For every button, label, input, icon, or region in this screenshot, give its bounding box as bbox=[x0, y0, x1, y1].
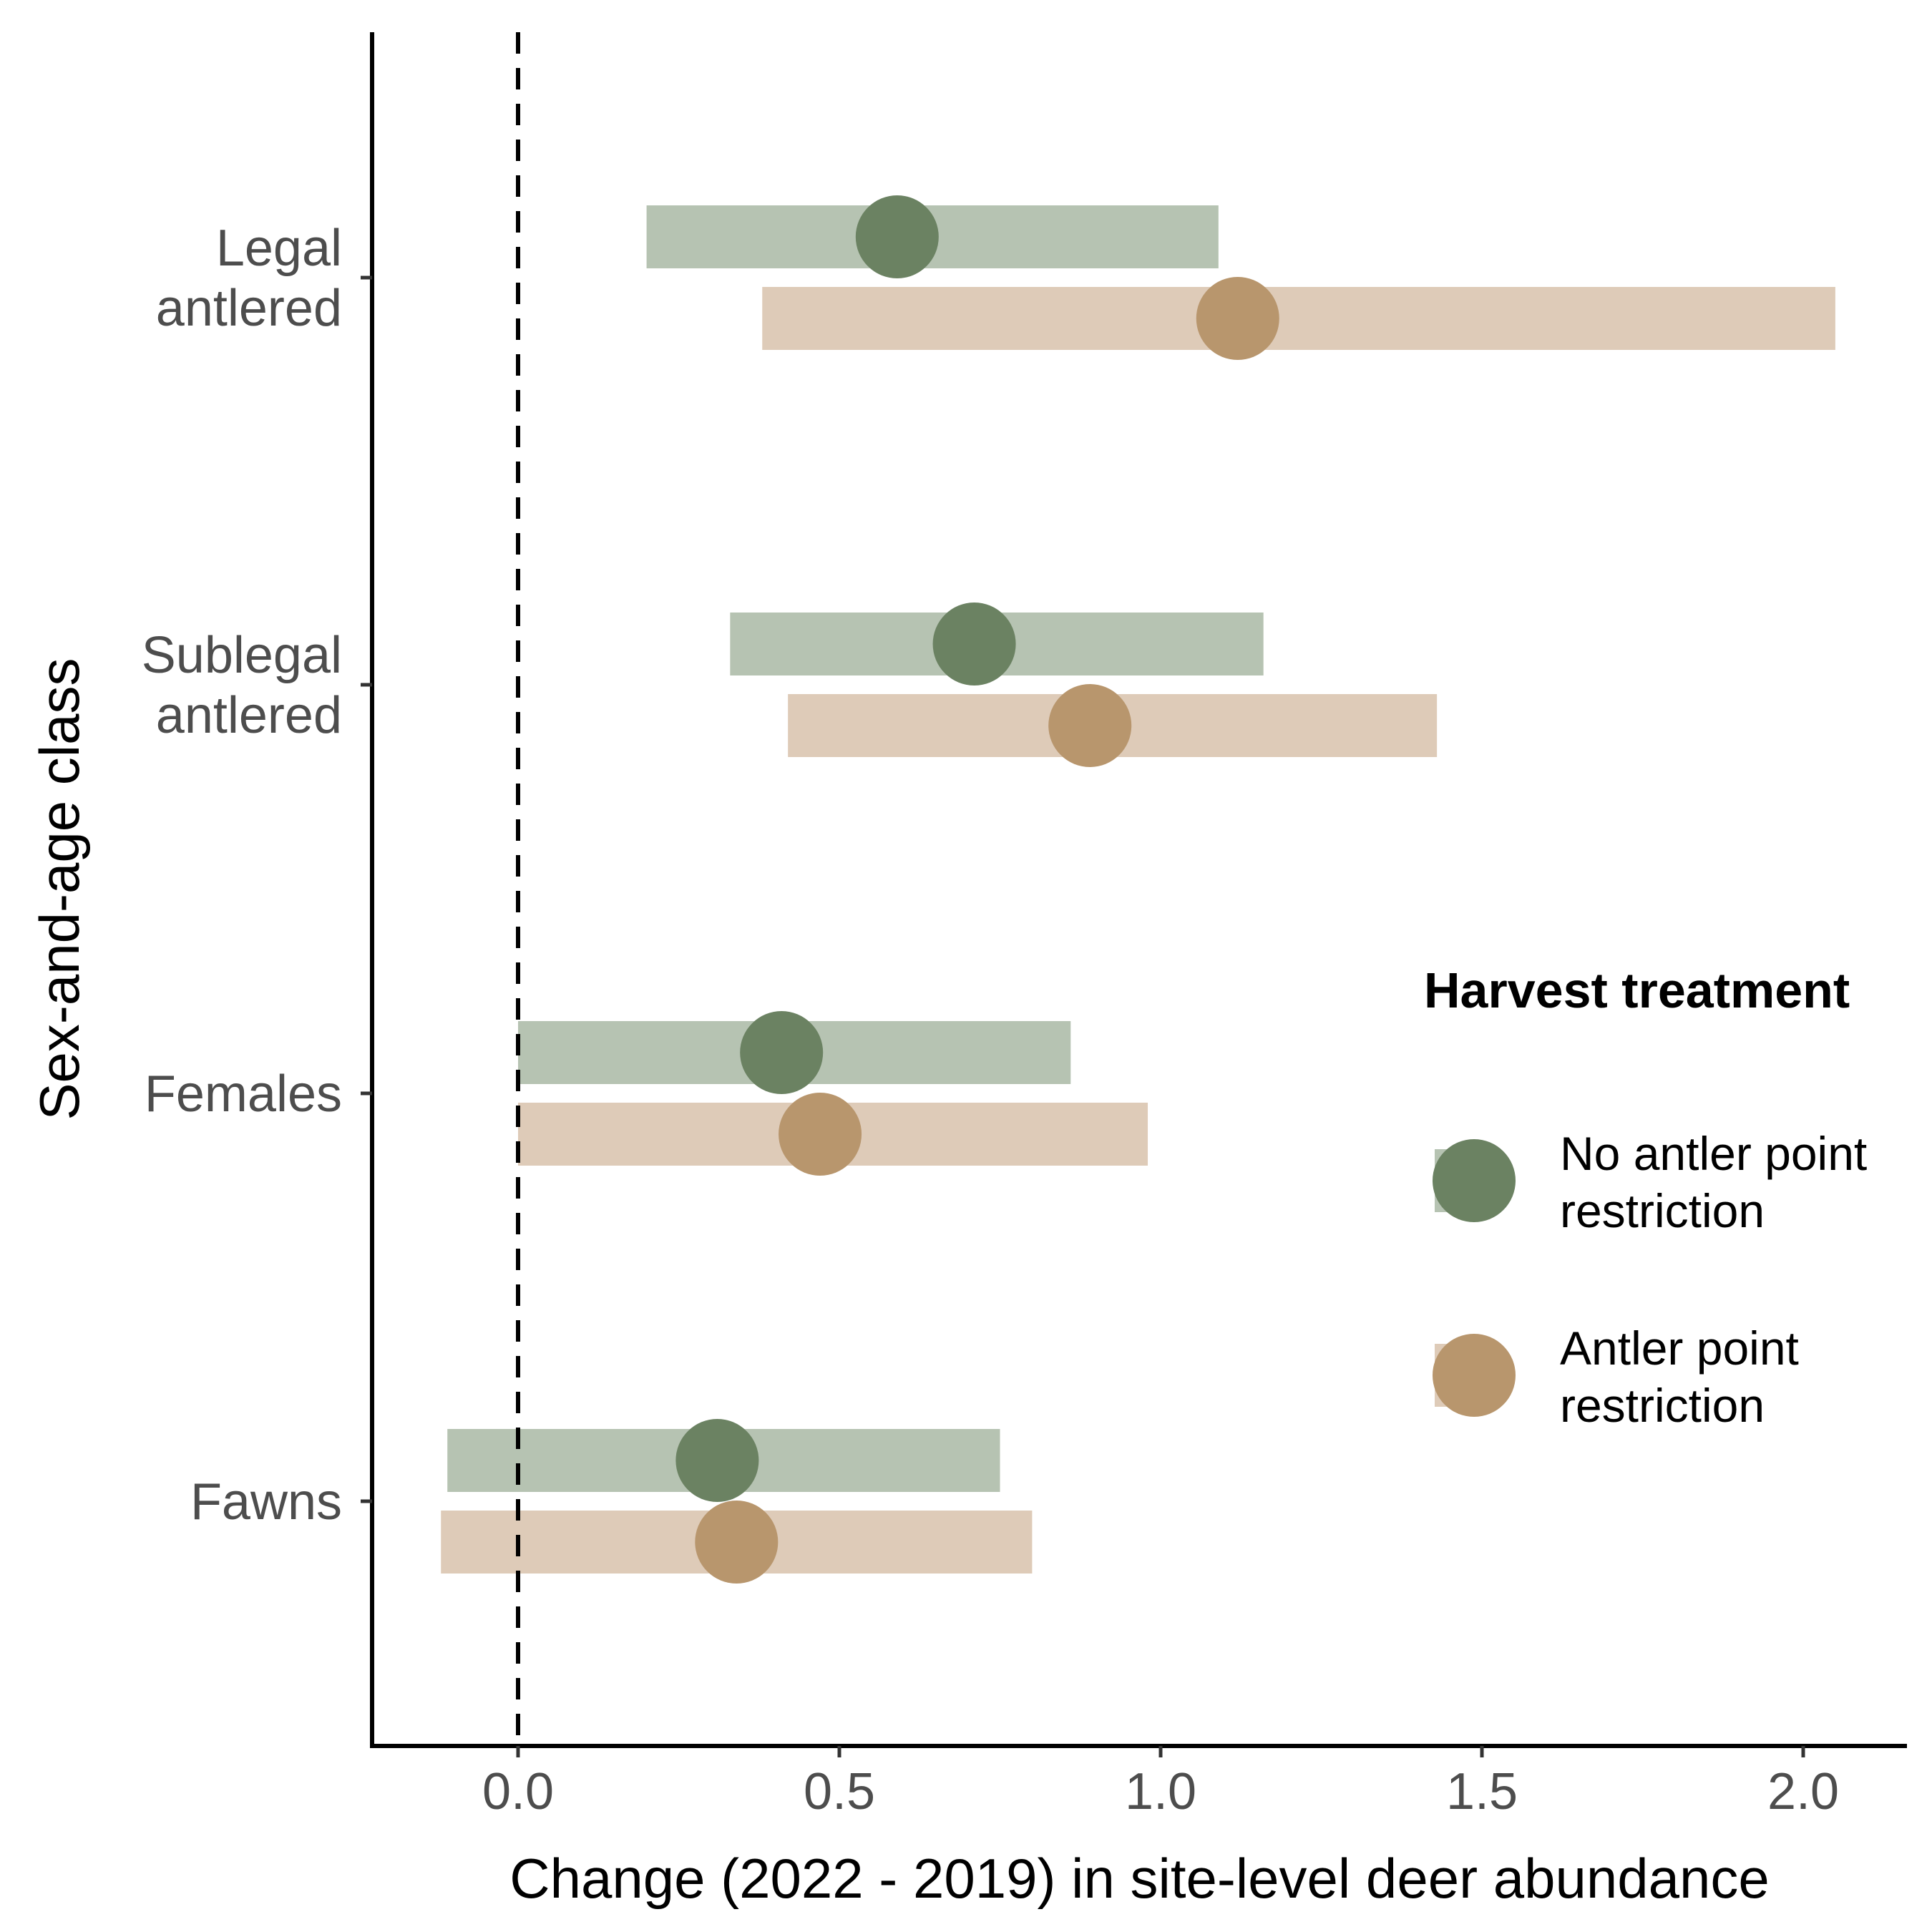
legend: Harvest treatment No antler pointrestric… bbox=[1424, 962, 1867, 1432]
x-tick-label: 0.5 bbox=[804, 1763, 875, 1820]
x-axis-title: Change (2022 - 2019) in site-level deer … bbox=[509, 1847, 1770, 1910]
y-tick-label-sublegal: Sublegal bbox=[142, 627, 342, 684]
legend-title: Harvest treatment bbox=[1424, 962, 1850, 1018]
y-tick-label-legal: Legal bbox=[216, 220, 342, 277]
point-estimate-legal-no-antler-point-restriction bbox=[855, 195, 939, 278]
legend-label-antler-point-restriction: Antler point bbox=[1560, 1322, 1799, 1375]
point-estimates-layer bbox=[675, 195, 1279, 1584]
y-tick-label-females: Females bbox=[145, 1065, 342, 1123]
axes-layer: 0.0 0.5 1.0 1.5 2.0LegalantleredSublegalantl… bbox=[142, 32, 1907, 1820]
interval-bar-legal-antler-point-restriction bbox=[762, 287, 1835, 350]
point-estimate-fawns-no-antler-point-restriction bbox=[675, 1419, 759, 1502]
legend-label-no-antler-point-restriction: No antler point bbox=[1560, 1127, 1867, 1180]
y-axis-title: Sex-and-age class bbox=[28, 658, 91, 1120]
legend-key-point-no-antler-point-restriction bbox=[1433, 1139, 1516, 1222]
x-tick-label: 2.0 bbox=[1767, 1763, 1839, 1820]
y-tick-label-fawns: Fawns bbox=[190, 1473, 342, 1531]
point-estimate-females-no-antler-point-restriction bbox=[740, 1011, 824, 1094]
y-tick-label-legal: antlered bbox=[156, 280, 342, 337]
point-estimate-legal-antler-point-restriction bbox=[1196, 277, 1279, 360]
legend-label-no-antler-point-restriction: restriction bbox=[1560, 1184, 1765, 1237]
point-estimate-females-antler-point-restriction bbox=[779, 1093, 862, 1176]
x-tick-label: 1.0 bbox=[1125, 1763, 1196, 1820]
y-tick-label-sublegal: antlered bbox=[156, 687, 342, 744]
point-estimate-sublegal-no-antler-point-restriction bbox=[932, 602, 1016, 686]
point-estimate-fawns-antler-point-restriction bbox=[695, 1501, 779, 1584]
x-tick-label: 0.0 bbox=[482, 1763, 554, 1820]
legend-key-point-antler-point-restriction bbox=[1433, 1334, 1516, 1417]
x-tick-label: 1.5 bbox=[1446, 1763, 1518, 1820]
legend-label-antler-point-restriction: restriction bbox=[1560, 1379, 1765, 1432]
point-estimate-sublegal-antler-point-restriction bbox=[1048, 684, 1132, 767]
